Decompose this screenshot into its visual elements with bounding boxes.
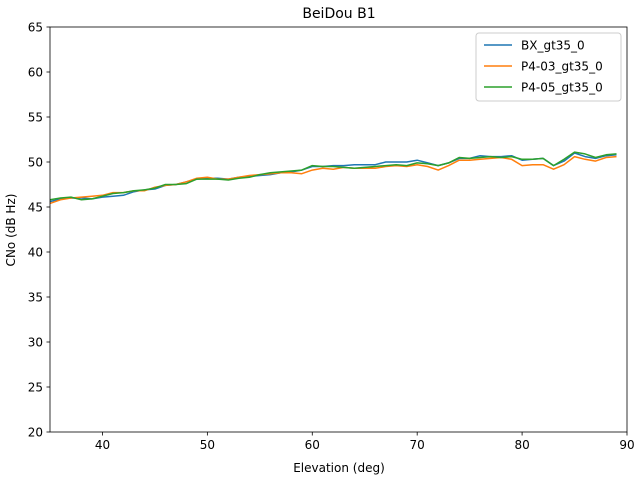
y-tick-label-1: 25: [28, 381, 43, 395]
y-tick-label-3: 35: [28, 291, 43, 305]
x-tick-label-5: 90: [619, 438, 634, 452]
y-tick-label-7: 55: [28, 111, 43, 125]
y-tick-label-6: 50: [28, 156, 43, 170]
x-axis-label: Elevation (deg): [293, 461, 385, 475]
axes-frame: [49, 26, 628, 433]
chart-title: BeiDou B1: [302, 6, 375, 22]
y-tick-label-9: 65: [28, 21, 43, 35]
y-tick-label-8: 60: [28, 66, 43, 80]
y-tick-label-0: 20: [28, 426, 43, 440]
legend-label-0: BX_gt35_0: [521, 39, 585, 53]
x-tick-label-0: 40: [95, 438, 110, 452]
y-tick-label-2: 30: [28, 336, 43, 350]
series-line-2: [49, 151, 617, 201]
x-tick-label-1: 50: [200, 438, 215, 452]
x-tick-label-2: 60: [305, 438, 320, 452]
y-tick-label-4: 40: [28, 246, 43, 260]
plot-area: 40 50 60 70 80 90 20 25 30 35 40 45 50 55 60 65: [28, 21, 635, 453]
series-line-1: [49, 155, 617, 205]
y-axis-label: CNo (dB Hz): [4, 194, 18, 267]
legend-label-2: P4-05_gt35_0: [521, 81, 603, 95]
legend-label-1: P4-03_gt35_0: [521, 60, 603, 74]
x-tick-label-4: 80: [514, 438, 529, 452]
x-tick-label-3: 70: [410, 438, 425, 452]
y-tick-label-5: 45: [28, 201, 43, 215]
legend-box: [475, 32, 622, 102]
legend: BX_gt35_0 P4-03_gt35_0 P4-05_gt35_0: [475, 32, 622, 102]
